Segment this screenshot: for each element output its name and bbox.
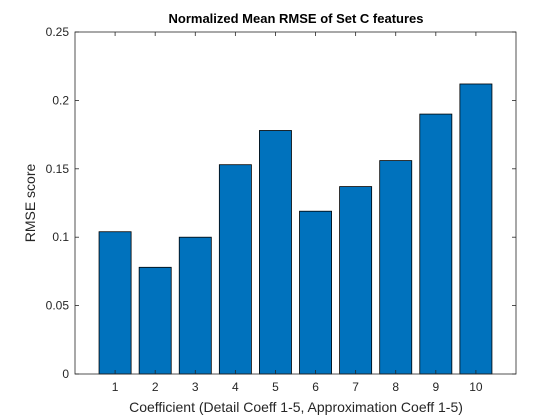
y-ticks-layer: 0 0.05 0.1 0.15 0.2 0.25 xyxy=(46,25,516,381)
bar-5 xyxy=(259,130,292,375)
axes-box xyxy=(74,31,517,375)
y-tick-label: 0.05 xyxy=(46,299,70,313)
y-tick-label: 0.2 xyxy=(52,93,69,107)
x-tick-label: 3 xyxy=(192,380,199,394)
x-axis-label: Coefficient (Detail Coeff 1-5, Approxima… xyxy=(129,399,463,415)
bar-1 xyxy=(98,231,132,375)
axes-layer xyxy=(74,31,517,375)
bar-10 xyxy=(459,83,493,375)
x-tick-label: 5 xyxy=(272,380,279,394)
bar-8 xyxy=(379,160,413,375)
x-tick-label: 9 xyxy=(432,380,439,394)
bars-layer xyxy=(98,83,493,375)
bar-7 xyxy=(339,186,373,375)
bar-6 xyxy=(299,210,332,375)
y-tick-label: 0.15 xyxy=(46,162,70,176)
bar-2 xyxy=(138,266,172,375)
x-tick-label: 7 xyxy=(352,380,359,394)
bar-3 xyxy=(178,236,212,375)
bar-4 xyxy=(218,164,252,375)
chart-title: Normalized Mean RMSE of Set C features xyxy=(169,11,424,26)
y-axis-label: RMSE score xyxy=(22,164,38,243)
y-tick-label: 0.25 xyxy=(46,25,70,39)
x-ticks-layer: 1 2 3 4 5 6 7 8 9 10 xyxy=(112,32,483,394)
bar-9 xyxy=(419,113,453,375)
x-tick-label: 6 xyxy=(312,380,319,394)
x-tick-label: 4 xyxy=(232,380,239,394)
y-tick-label: 0.1 xyxy=(52,230,69,244)
x-tick-label: 8 xyxy=(392,380,399,394)
x-tick-label: 10 xyxy=(469,380,483,394)
x-tick-label: 2 xyxy=(152,380,159,394)
y-tick-label: 0 xyxy=(62,367,69,381)
x-tick-label: 1 xyxy=(112,380,119,394)
